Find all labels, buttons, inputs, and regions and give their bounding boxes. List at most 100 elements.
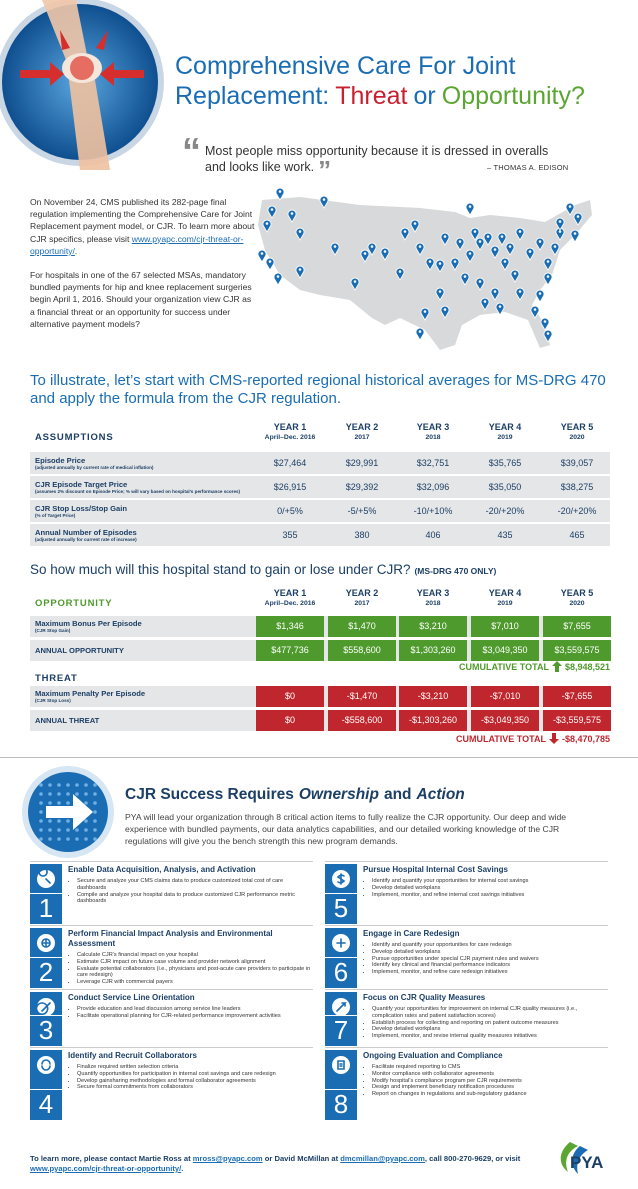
item-bullets: Calculate CJR’s financial impact on your… bbox=[68, 952, 313, 986]
quote-text: Most people miss opportunity because it … bbox=[205, 143, 565, 183]
title-line2: Replacement: Threat or Opportunity? bbox=[175, 82, 591, 110]
icon-dot bbox=[93, 783, 97, 787]
map-pin bbox=[435, 287, 445, 301]
map-pin bbox=[570, 229, 580, 243]
arrow bbox=[548, 733, 559, 744]
arrow bbox=[551, 661, 562, 672]
table-cell: $32,751 bbox=[416, 458, 450, 468]
value-cell: -$7,010 bbox=[471, 686, 539, 707]
row-label: Annual Number of Episodes (adjusted annua… bbox=[35, 524, 260, 546]
item-bullet: Secure and analyze your CMS claims data … bbox=[77, 878, 313, 892]
map-pin-dot bbox=[418, 245, 422, 248]
icon-dot bbox=[48, 828, 52, 832]
item-bullets: Quantify your opportunities for improvem… bbox=[363, 1006, 608, 1040]
map-pin bbox=[435, 259, 445, 273]
row-label: Episode Price (adjusted annually by curre… bbox=[35, 452, 260, 474]
map-pin-dot bbox=[473, 230, 477, 233]
year-header: YEAR 3 2018 bbox=[393, 588, 473, 608]
row-subtitle: (CJR Stop Gain) bbox=[35, 628, 71, 633]
map-pin-dot bbox=[353, 280, 357, 283]
table-cell: 380 bbox=[354, 530, 370, 540]
value-cell: $3,049,350 bbox=[471, 640, 539, 661]
text-span: or David McMillan at bbox=[262, 1154, 341, 1163]
item-bullet: Identify and quantify your opportunities… bbox=[372, 878, 608, 885]
icon-dot bbox=[93, 801, 97, 805]
success-title-part: CJR Success Requires bbox=[125, 786, 294, 803]
year-label: YEAR 1 bbox=[273, 588, 307, 598]
map-pin-dot bbox=[423, 310, 427, 313]
icon-dot bbox=[84, 801, 88, 805]
quote-open: “ bbox=[182, 131, 201, 173]
map-pin bbox=[415, 327, 425, 341]
map-pin-dot bbox=[573, 232, 577, 235]
map-pin bbox=[515, 227, 525, 241]
icon-glyph bbox=[41, 1059, 51, 1071]
item-bullet: Implement, monitor, and revise internal … bbox=[372, 1033, 608, 1040]
link[interactable]: www.pyapc.com/cjr-threat-or-opportunity/ bbox=[30, 233, 244, 256]
item-body: Identify and Recruit Collaborators Finali… bbox=[68, 1051, 313, 1091]
logo-text: PYA bbox=[570, 1153, 604, 1172]
title-line1: Comprehensive Care For Joint bbox=[175, 52, 516, 80]
map-pin bbox=[500, 257, 510, 271]
year-header: YEAR 2 2017 bbox=[322, 422, 402, 442]
title-part: Threat bbox=[335, 82, 408, 110]
item-tile: 5 bbox=[325, 864, 357, 924]
link[interactable]: dmcmillan@pyapc.com bbox=[340, 1154, 425, 1163]
year-sub: 2017 bbox=[354, 600, 370, 607]
map-pin-dot bbox=[486, 235, 490, 238]
logo-swoosh bbox=[560, 1142, 578, 1172]
value-cell: $7,655 bbox=[543, 616, 611, 637]
link[interactable]: mross@pyapc.com bbox=[192, 1154, 263, 1163]
icon-dot bbox=[93, 810, 97, 814]
icon-dot bbox=[66, 828, 70, 832]
icon-dot bbox=[75, 792, 79, 796]
map-pin-dot bbox=[298, 230, 302, 233]
year-sub: 2018 bbox=[425, 600, 441, 607]
map-pin-dot bbox=[438, 290, 442, 293]
map-pin bbox=[555, 217, 565, 231]
item-tile: 2 bbox=[30, 928, 62, 988]
icon-glyph bbox=[41, 938, 51, 948]
value-cell: $1,470 bbox=[328, 616, 396, 637]
row-title: Maximum Penalty Per Episode bbox=[35, 689, 146, 698]
quote-author: – THOMAS A. EDISON bbox=[487, 163, 569, 172]
icon-dot bbox=[57, 819, 61, 823]
title-part: Opportunity? bbox=[441, 82, 585, 110]
item-bullets: Secure and analyze your CMS claims data … bbox=[68, 878, 313, 905]
map-pin-dot bbox=[546, 332, 550, 335]
icon-dot bbox=[39, 810, 43, 814]
icon-dot bbox=[84, 792, 88, 796]
item-body: Ongoing Evaluation and Compliance Facilit… bbox=[363, 1051, 608, 1098]
icon-path bbox=[41, 1059, 51, 1071]
headline: To illustrate, let’s start with CMS-repo… bbox=[30, 372, 606, 407]
item-icon bbox=[35, 998, 55, 1016]
year-header: YEAR 1 April–Dec. 2016 bbox=[250, 588, 330, 608]
intro-paragraph: For hospitals in one of the 67 selected … bbox=[30, 269, 258, 330]
map-pin-dot bbox=[553, 245, 557, 248]
year-sub: 2017 bbox=[354, 434, 370, 441]
row-title: ANNUAL THREAT bbox=[35, 716, 100, 725]
year-label: YEAR 4 bbox=[488, 588, 522, 598]
us-map bbox=[257, 187, 592, 350]
map-pin bbox=[573, 212, 583, 226]
item-title: Enable Data Acquisition, Analysis, and A… bbox=[68, 865, 256, 874]
value-cell: -$558,600 bbox=[328, 710, 396, 731]
value-cell: -$3,210 bbox=[399, 686, 467, 707]
item-bullet: Develop detailed workplans bbox=[372, 1026, 608, 1033]
table-cell: $35,050 bbox=[488, 482, 522, 492]
item-bullet: Facilitate operational planning for CJR-… bbox=[77, 1013, 313, 1020]
link[interactable]: www.pyapc.com/cjr-threat-or-opportunity/ bbox=[30, 1164, 182, 1173]
value-cell: -$1,303,260 bbox=[399, 710, 467, 731]
table-cell: -5/+5% bbox=[347, 506, 377, 516]
icon-dot bbox=[93, 792, 97, 796]
item-bullet: Pursue opportunities under special CJR p… bbox=[372, 956, 608, 963]
icon-glyph bbox=[336, 1002, 347, 1012]
year-label: YEAR 2 bbox=[345, 588, 379, 598]
map-pin-dot bbox=[413, 222, 417, 225]
title-part: or bbox=[413, 82, 436, 110]
year-sub: 2018 bbox=[425, 434, 441, 441]
map-pin-dot bbox=[418, 330, 422, 333]
icon-dot bbox=[48, 783, 52, 787]
year-header: YEAR 4 2019 bbox=[465, 422, 545, 442]
icon-dot bbox=[57, 801, 61, 805]
